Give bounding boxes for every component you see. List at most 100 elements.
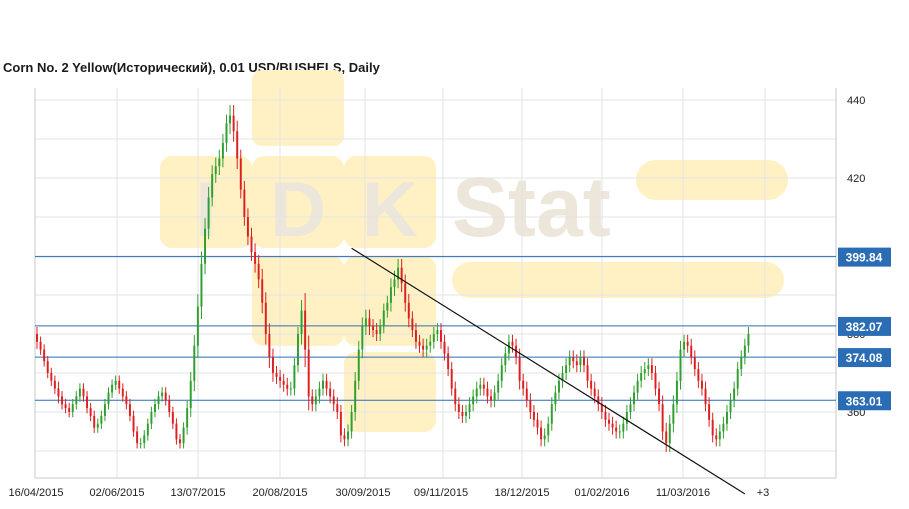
candle-body [322,380,324,389]
candle-body [597,396,600,405]
candle-body [593,388,596,397]
candle-body [693,357,696,370]
candle-body [454,388,457,405]
candle-body [246,217,249,237]
watermark-word: Stat [452,160,611,254]
candle-body [286,384,289,389]
candle-body [557,380,560,393]
candle-body [261,279,264,303]
candle-body [214,166,217,175]
candle-body [157,396,160,405]
candle-body [207,197,210,229]
candle-body [432,334,435,342]
candle-body [150,412,153,424]
candle-body [168,400,171,412]
candle-body [36,334,38,342]
plot-frame [34,88,837,479]
candle-body [111,384,114,393]
watermark-bar [636,160,788,200]
x-tick-label: 20/08/2015 [252,487,307,499]
candle-body [89,408,92,416]
candle-body [743,345,746,358]
level-label-box [838,348,891,368]
candle-body [307,349,310,397]
candle-body [257,263,260,280]
candle-body [78,388,81,397]
candle-body [61,396,64,405]
candle-body [379,326,382,334]
candle-body [586,365,589,381]
candle-body [361,326,364,350]
watermark-block [252,256,344,346]
candle-body [561,373,564,381]
watermark-block [160,156,252,248]
watermark-letter: K [362,165,418,253]
candle-body [572,357,575,362]
candle-body [532,412,535,420]
candle-body [332,396,335,405]
candle-body [672,404,675,424]
candle-body [568,357,571,366]
candlestick-series [36,105,750,452]
candle-body [171,412,174,424]
candle-body [425,345,428,350]
y-tick-label: 420 [847,173,865,185]
candle-body [189,380,192,409]
candle-body [254,252,257,264]
watermark-letter: D [270,165,326,253]
candle-body [225,123,228,143]
watermark-block [252,156,344,248]
candle-body [468,404,471,412]
candle-body [43,349,46,362]
candle-body [107,392,110,405]
candle-body [550,404,553,424]
candle-body [279,376,282,381]
candle-body [497,380,500,393]
watermark-block [344,156,436,248]
candle-body [153,404,156,412]
candle-body [629,404,632,412]
candle-body [82,388,85,397]
candle-body [400,267,403,284]
candle-body [53,380,56,389]
candle-body [450,369,453,389]
candle-body [193,345,196,381]
candle-body [518,357,521,381]
candle-body [304,310,307,350]
candle-body [729,400,732,412]
candle-body [704,388,707,405]
watermark-logo: I D K Stat [160,70,788,432]
candle-body [211,174,214,198]
candle-body [125,396,128,405]
candle-body [200,263,203,307]
candle-body [661,404,664,432]
x-tick-label: 02/06/2015 [89,487,144,499]
candle-body [275,373,278,377]
candle-body [633,392,636,405]
candle-body [64,404,67,409]
candle-body [325,380,328,389]
candle-body [418,341,421,346]
x-tick-label: 18/12/2015 [494,487,549,499]
candle-body [139,443,142,445]
candle-body [479,384,482,389]
candle-body [204,228,207,264]
level-label: 374.08 [846,351,883,365]
candle-body [411,318,414,331]
candle-body [372,326,375,331]
candle-body [243,189,246,217]
candle-body [414,330,417,342]
candle-body [336,404,339,412]
candle-body [429,341,432,346]
candle-body [300,310,303,334]
candle-body [615,427,618,432]
candle-body [465,412,467,416]
candle-body [239,158,242,190]
watermark-bar [452,262,784,298]
candle-body [640,373,643,381]
candle-body [590,380,593,389]
candle-body [604,412,607,420]
candle-body [482,384,485,389]
x-tick-extra-label: +3 [757,487,770,499]
candle-body [397,267,400,280]
